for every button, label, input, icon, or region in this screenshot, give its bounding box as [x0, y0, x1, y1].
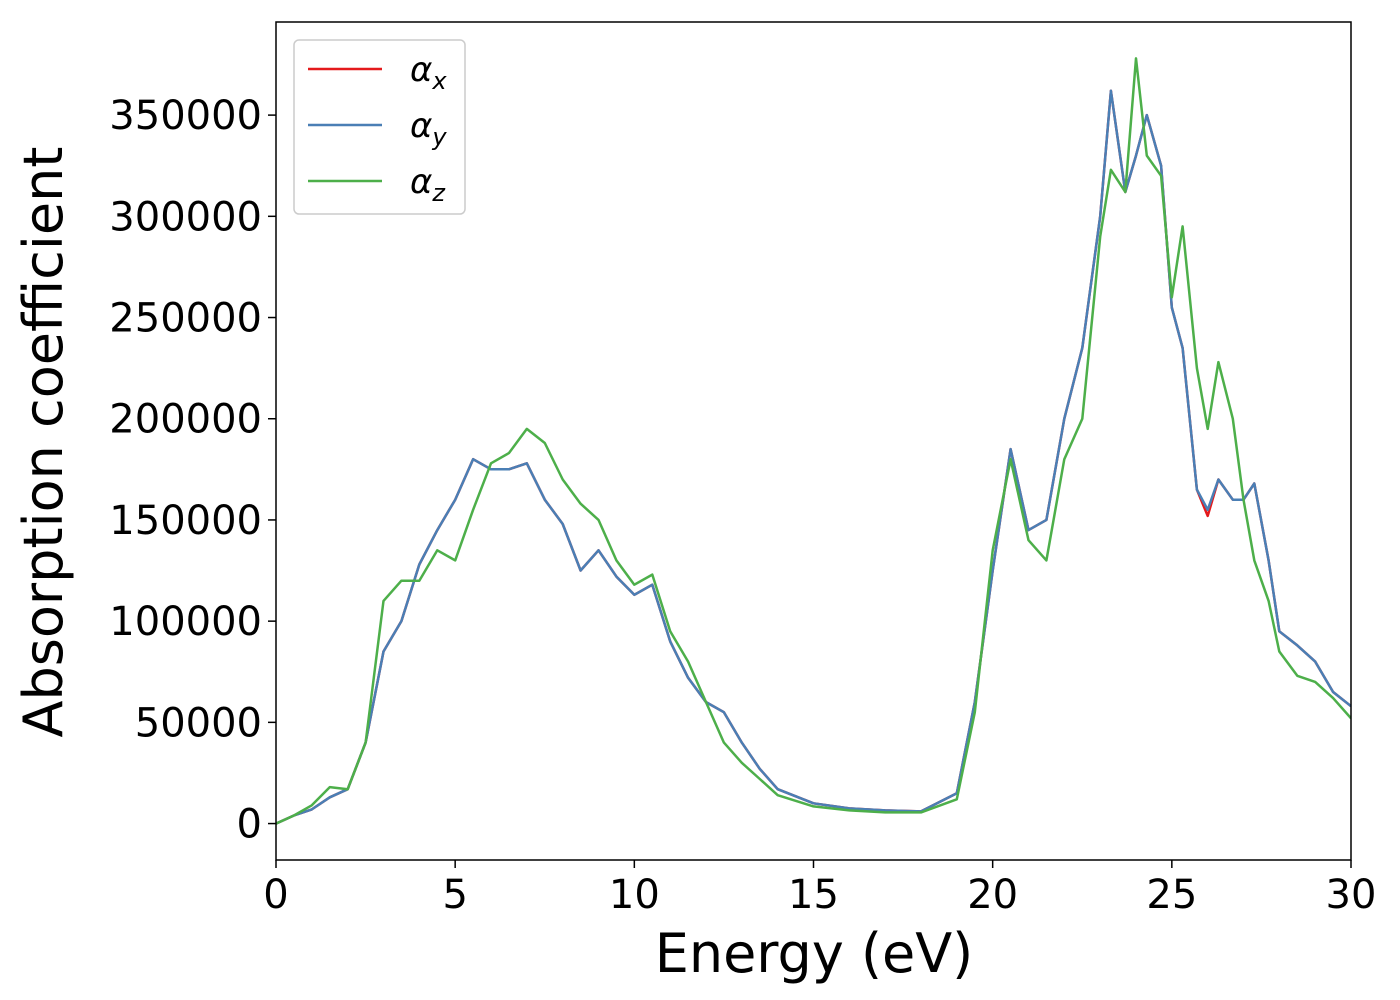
legend-label: αz	[410, 162, 446, 207]
y-tick-label: 250000	[109, 296, 262, 342]
legend-label: αx	[410, 50, 447, 95]
y-tick-label: 100000	[109, 599, 262, 645]
x-tick-label: 25	[1146, 872, 1197, 918]
y-tick-label: 200000	[109, 397, 262, 443]
data-line	[276, 57, 1351, 825]
x-tick-label: 5	[442, 872, 467, 918]
data-line	[276, 89, 1351, 825]
legend-label: αy	[410, 106, 447, 151]
x-axis-label: Energy (eV)	[655, 922, 974, 985]
y-tick-label: 50000	[135, 700, 262, 746]
y-tick-label: 350000	[109, 93, 262, 139]
y-axis-label: Absorption coefficient	[12, 147, 75, 738]
y-tick-label: 300000	[109, 194, 262, 240]
x-tick-label: 10	[609, 872, 660, 918]
x-tick-label: 0	[263, 872, 288, 918]
x-tick-label: 20	[967, 872, 1018, 918]
legend-box	[293, 39, 466, 215]
x-tick-label: 30	[1326, 872, 1377, 918]
x-tick-label: 15	[788, 872, 839, 918]
y-tick-label: 150000	[109, 498, 262, 544]
y-tick-label: 0	[237, 802, 262, 848]
plot-frame	[275, 21, 1352, 861]
